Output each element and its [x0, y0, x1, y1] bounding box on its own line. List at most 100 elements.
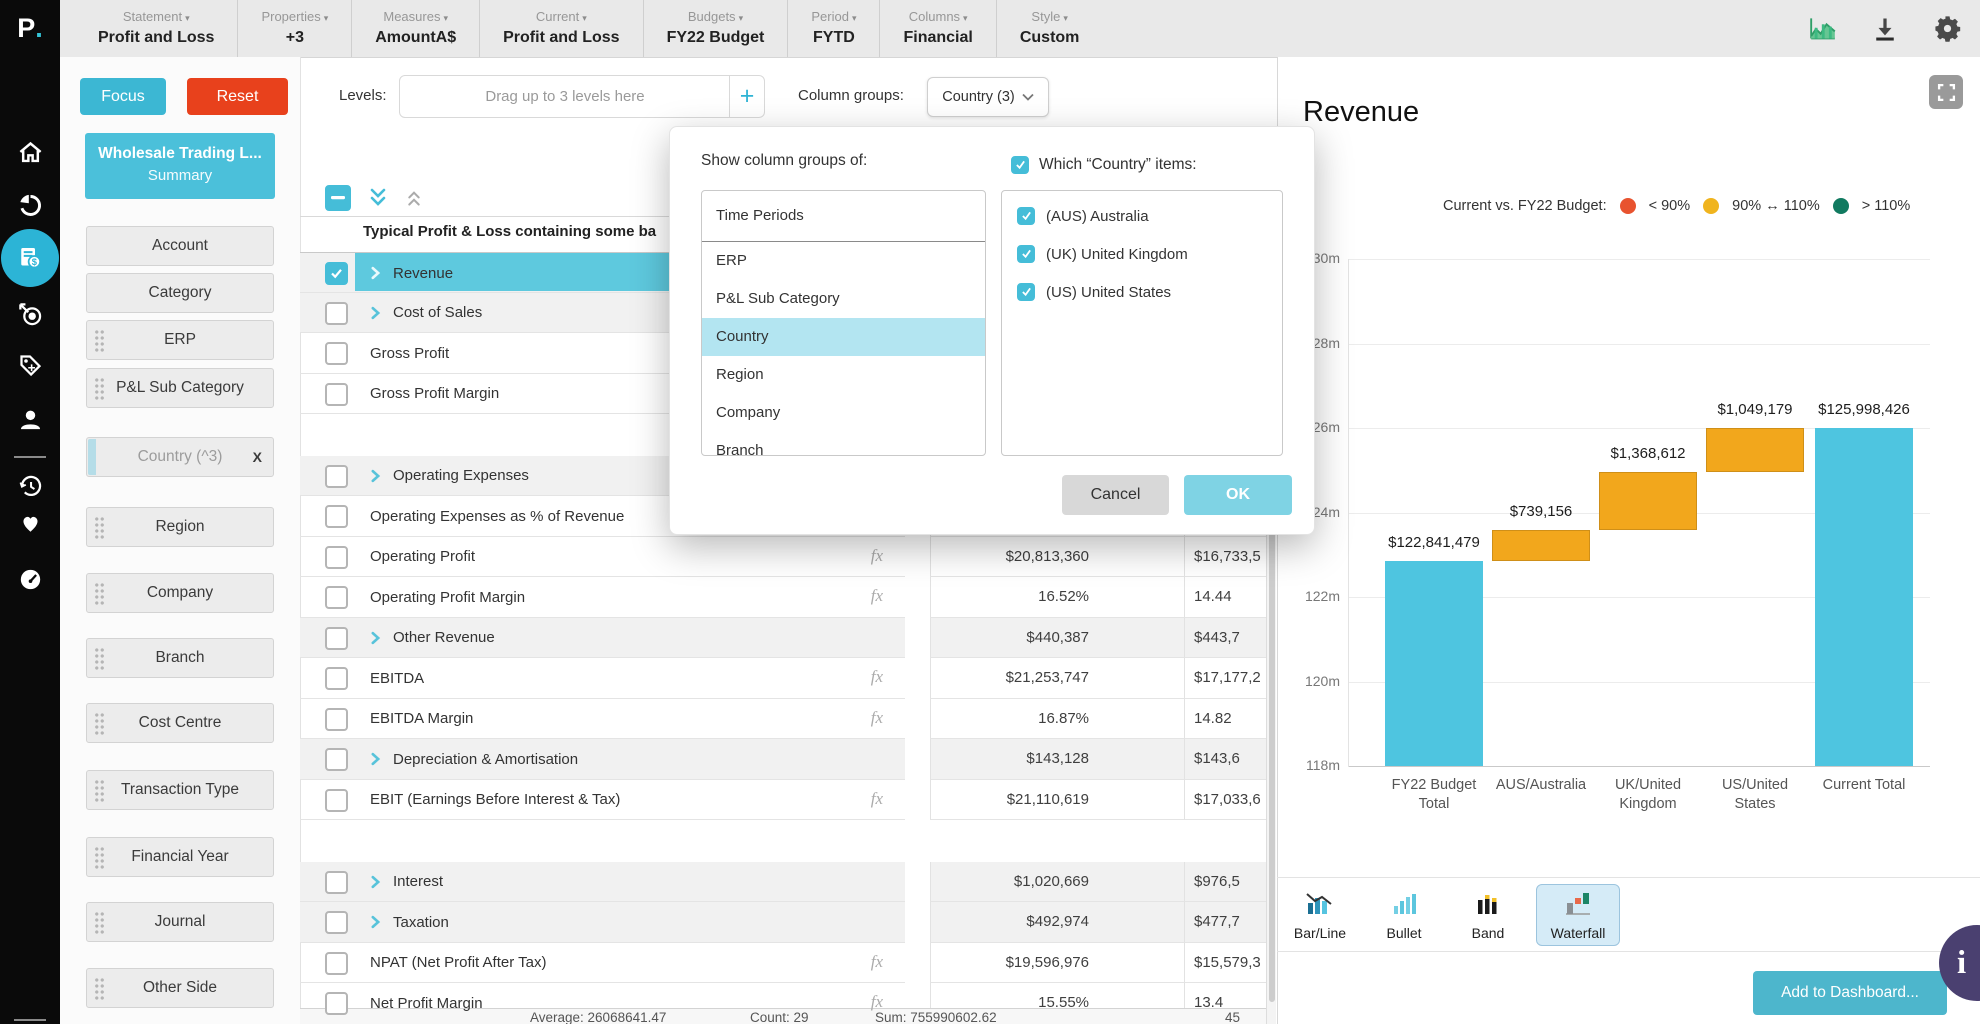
menu-current[interactable]: Current▾Profit and Loss [480, 0, 643, 57]
financial-summary-icon[interactable]: $ [1, 229, 59, 287]
row-checkbox[interactable] [325, 262, 348, 285]
sidebar-item-category[interactable]: Category [86, 273, 274, 313]
menu-style[interactable]: Style▾Custom [997, 0, 1103, 57]
drag-handle-icon[interactable] [94, 977, 105, 1001]
row-checkbox[interactable] [325, 465, 348, 488]
table-row-interest[interactable]: Interest$1,020,669$976,5 [300, 862, 1266, 903]
sidebar-item-country-3[interactable]: Country (^3)X [86, 437, 274, 477]
column-groups-dropdown[interactable]: Country (3) [927, 77, 1049, 117]
group-option-time-periods[interactable]: Time Periods [702, 191, 985, 242]
select-all-checkbox[interactable] [325, 185, 351, 211]
gauge-icon[interactable] [0, 566, 60, 593]
sidebar-item-branch[interactable]: Branch [86, 638, 274, 678]
chart-type-waterfall[interactable]: Waterfall [1536, 884, 1620, 946]
drag-handle-icon[interactable] [94, 329, 105, 353]
focus-button[interactable]: Focus [80, 78, 166, 115]
row-checkbox[interactable] [325, 546, 348, 569]
table-row-ebit-earnings-before-interest-tax[interactable]: EBIT (Earnings Before Interest & Tax)fx$… [300, 780, 1266, 821]
group-option-branch[interactable]: Branch [702, 432, 985, 456]
sidebar-item-account[interactable]: Account [86, 226, 274, 266]
expand-chevron-icon[interactable] [369, 752, 382, 771]
user-icon[interactable] [0, 406, 60, 433]
table-row-taxation[interactable]: Taxation$492,974$477,7 [300, 902, 1266, 943]
waterfall-bar-uk-united-kingdom[interactable] [1599, 472, 1697, 530]
waterfall-bar-aus-australia[interactable] [1492, 530, 1590, 561]
country-item-aus-australia[interactable]: (AUS) Australia [1017, 203, 1282, 229]
row-checkbox[interactable] [325, 789, 348, 812]
row-checkbox[interactable] [325, 911, 348, 934]
sidebar-item-company[interactable]: Company [86, 573, 274, 613]
country-item-us-united-states[interactable]: (US) United States [1017, 279, 1282, 305]
expand-chevron-icon[interactable] [369, 631, 382, 650]
item-checkbox[interactable] [1017, 283, 1035, 301]
row-checkbox[interactable] [325, 871, 348, 894]
group-option-p-l-sub-category[interactable]: P&L Sub Category [702, 280, 985, 318]
fullscreen-icon[interactable] [1929, 75, 1963, 109]
group-option-company[interactable]: Company [702, 394, 985, 432]
row-checkbox[interactable] [325, 748, 348, 771]
pie-chart-icon[interactable] [0, 192, 60, 219]
sidebar-item-transaction-type[interactable]: Transaction Type [86, 770, 274, 810]
group-option-region[interactable]: Region [702, 356, 985, 394]
which-items-checkbox[interactable] [1011, 156, 1029, 174]
expand-chevron-icon[interactable] [369, 306, 382, 325]
target-icon[interactable] [0, 301, 60, 328]
sidebar-item-other-side[interactable]: Other Side [86, 968, 274, 1008]
chart-type-bullet[interactable]: Bullet [1368, 884, 1440, 946]
sidebar-item-p-l-sub-category[interactable]: P&L Sub Category [86, 368, 274, 408]
country-item-uk-united-kingdom[interactable]: (UK) United Kingdom [1017, 241, 1282, 267]
drag-handle-icon[interactable] [94, 377, 105, 401]
collapse-all-icon[interactable] [404, 188, 424, 215]
price-tag-icon[interactable] [0, 352, 60, 379]
home-icon[interactable] [0, 139, 60, 166]
drag-handle-icon[interactable] [94, 846, 105, 870]
scrollbar-thumb[interactable] [1269, 532, 1275, 1002]
app-logo[interactable]: P. [0, 0, 60, 57]
expand-chevron-icon[interactable] [369, 266, 382, 285]
menu-columns[interactable]: Columns▾Financial [880, 0, 996, 57]
ok-button[interactable]: OK [1184, 475, 1292, 515]
table-row-npat-net-profit-after-tax[interactable]: NPAT (Net Profit After Tax)fx$19,596,976… [300, 943, 1266, 984]
history-icon[interactable] [0, 473, 60, 500]
sidebar-item-erp[interactable]: ERP [86, 320, 274, 360]
current-selection-card[interactable]: Wholesale Trading L... Summary [85, 133, 275, 199]
favorites-heart-icon[interactable] [0, 509, 60, 536]
sidebar-item-cost-centre[interactable]: Cost Centre [86, 703, 274, 743]
table-row-operating-profit-margin[interactable]: Operating Profit Marginfx16.52%14.44 [300, 577, 1266, 618]
row-checkbox[interactable] [325, 586, 348, 609]
chart-type-bar-line[interactable]: Bar/Line [1284, 884, 1356, 946]
waterfall-bar-us-united-states[interactable] [1706, 428, 1804, 472]
expand-chevron-icon[interactable] [369, 915, 382, 934]
reset-button[interactable]: Reset [187, 78, 288, 115]
add-to-dashboard-button[interactable]: Add to Dashboard... [1753, 971, 1947, 1015]
table-row-depreciation-amortisation[interactable]: Depreciation & Amortisation$143,128$143,… [300, 739, 1266, 780]
drag-handle-icon[interactable] [94, 712, 105, 736]
table-row-ebitda-margin[interactable]: EBITDA Marginfx16.87%14.82 [300, 699, 1266, 740]
expand-chevron-icon[interactable] [369, 469, 382, 488]
row-checkbox[interactable] [325, 302, 348, 325]
table-row-operating-profit[interactable]: Operating Profitfx$20,813,360$16,733,5 [300, 537, 1266, 578]
table-row-ebitda[interactable]: EBITDAfx$21,253,747$17,177,2 [300, 658, 1266, 699]
row-checkbox[interactable] [325, 667, 348, 690]
settings-icon[interactable] [1932, 14, 1962, 44]
sidebar-item-region[interactable]: Region [86, 507, 274, 547]
row-checkbox[interactable] [325, 952, 348, 975]
drag-handle-icon[interactable] [94, 647, 105, 671]
sidebar-item-financial-year[interactable]: Financial Year [86, 837, 274, 877]
waterfall-bar-current-total[interactable] [1815, 428, 1913, 766]
add-level-button[interactable]: + [729, 76, 764, 117]
drag-handle-icon[interactable] [94, 516, 105, 540]
menu-period[interactable]: Period▾FYTD [788, 0, 880, 57]
cancel-button[interactable]: Cancel [1062, 475, 1169, 515]
item-checkbox[interactable] [1017, 207, 1035, 225]
levels-dropzone[interactable]: Drag up to 3 levels here + [399, 75, 765, 118]
sidebar-item-journal[interactable]: Journal [86, 902, 274, 942]
row-checkbox[interactable] [325, 708, 348, 731]
drag-handle-icon[interactable] [94, 911, 105, 935]
waterfall-bar-fy22-budget-total[interactable] [1385, 561, 1483, 766]
menu-budgets[interactable]: Budgets▾FY22 Budget [644, 0, 789, 57]
chart-type-band[interactable]: Band [1452, 884, 1524, 946]
item-checkbox[interactable] [1017, 245, 1035, 263]
drag-handle-icon[interactable] [94, 779, 105, 803]
area-chart-icon[interactable] [1808, 14, 1838, 44]
